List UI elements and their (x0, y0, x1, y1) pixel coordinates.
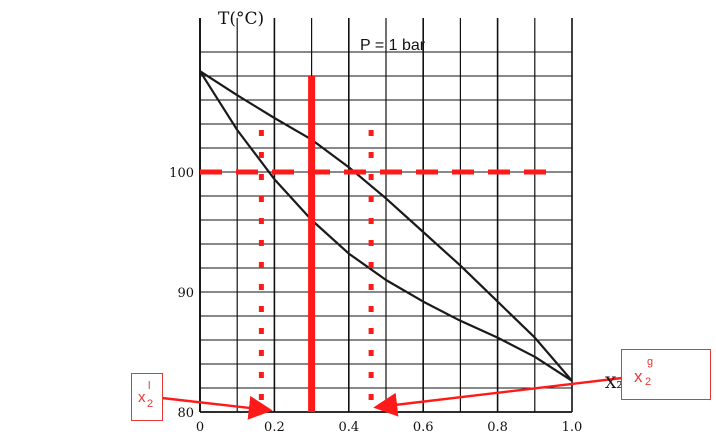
vapor-label-sub: 2 (645, 376, 652, 388)
y-tick-label: 80 (177, 406, 194, 421)
liquid-composition-callout: x 2 l (131, 373, 163, 421)
curves (199, 70, 573, 382)
y-tick-label: 90 (177, 286, 194, 301)
x-tick-label: 1.0 (562, 420, 583, 435)
x-tick-label: 0.4 (338, 420, 359, 435)
tick-labels: 0 0.2 0.4 0.6 0.8 1.0 80 90 100 (169, 166, 582, 435)
upper-curve-line (199, 70, 573, 382)
x-tick-label: 0.6 (413, 420, 434, 435)
annotation-arrows (161, 376, 623, 420)
vapor-arrow (373, 376, 623, 417)
y-tick-label: 100 (169, 166, 194, 181)
vapor-composition-callout: x 2 g (621, 349, 711, 400)
lower-curve-line (199, 70, 573, 382)
grid (199, 18, 573, 413)
x-axis-label: X₂ (605, 373, 623, 392)
x-tick-label: 0 (196, 420, 204, 435)
liquid-arrow (161, 395, 273, 420)
vapor-label-sup: g (647, 356, 654, 368)
liquid-label-base: x (138, 389, 146, 406)
y-axis-label: T(°C) (218, 9, 264, 29)
liquid-label-sub: 2 (147, 398, 154, 410)
x-tick-label: 0.8 (487, 420, 508, 435)
chart-title: P = 1 bar (360, 37, 426, 54)
liquid-label-sup: l (148, 380, 151, 392)
vapor-label-base: x (634, 367, 643, 386)
x-tick-label: 0.2 (264, 420, 285, 435)
red-overlays (200, 76, 554, 412)
